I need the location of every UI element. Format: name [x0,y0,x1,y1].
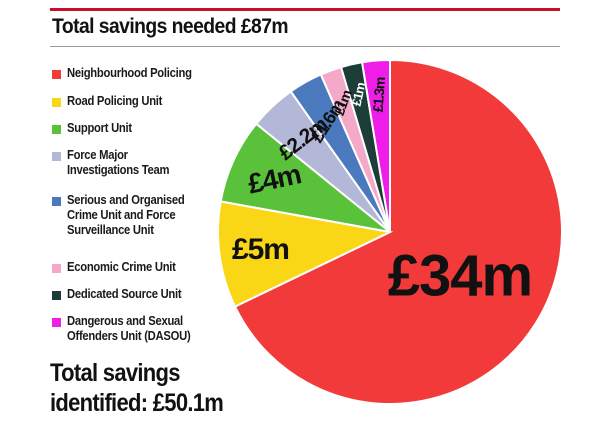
total-identified-footer: Total savings identified: £50.1m [50,359,224,417]
legend-label: Economic Crime Unit [67,260,176,274]
legend-item: Support Unit [52,121,257,136]
slice-value-label: £34m [388,243,532,308]
legend-label: Dedicated Source Unit [67,287,182,301]
legend-swatch [52,125,61,134]
legend-item: Neighbourhood Policing [52,66,257,81]
legend-swatch [52,152,61,161]
legend-label: Force Major Investigations Team [67,148,170,177]
legend-label: Support Unit [67,121,132,135]
top-rule [50,8,560,11]
legend-swatch [52,264,61,273]
legend-item: Road Policing Unit [52,94,257,109]
legend-swatch [52,98,61,107]
pie-slice [360,58,391,233]
slice-value-label: £5m [232,233,289,266]
pie-slice [217,200,394,308]
legend-label: Serious and Organised Crime Unit and For… [67,193,185,237]
slice-value-label: £1m [349,81,369,107]
legend-swatch [52,197,61,206]
legend-label: Dangerous and Sexual Offenders Unit (DAS… [67,314,191,343]
chart-title: Total savings needed £87m [52,15,289,38]
legend-item: Dangerous and Sexual Offenders Unit (DAS… [52,314,257,344]
pie-slice [233,58,563,405]
legend-item: Economic Crime Unit [52,260,257,275]
slice-value-label: £1.3m [370,76,388,112]
legend-label: Neighbourhood Policing [67,66,192,80]
legend-label: Road Policing Unit [67,94,163,108]
legend-item: Dedicated Source Unit [52,287,257,302]
legend-swatch [52,318,61,327]
legend-swatch [52,291,61,300]
title-rule [50,46,560,47]
legend-swatch [52,70,61,79]
legend-item: Force Major Investigations Team [52,148,257,178]
legend-item: Serious and Organised Crime Unit and For… [52,193,257,238]
